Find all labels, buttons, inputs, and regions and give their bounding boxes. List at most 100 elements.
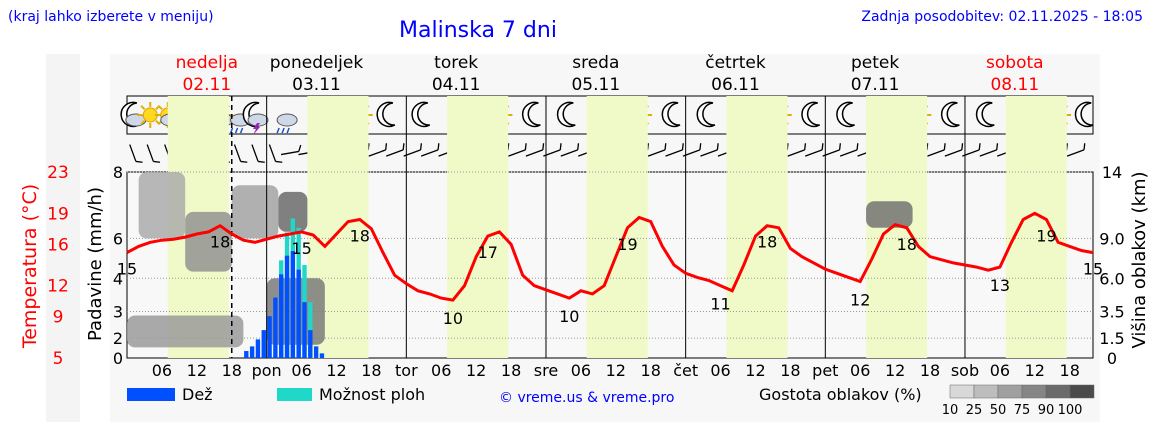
wind-shaft: [979, 149, 997, 157]
rain-legend-label: Dež: [182, 385, 213, 404]
day-date: 05.11: [571, 75, 620, 95]
wind-barb: [1066, 143, 1086, 157]
wind-shaft: [386, 149, 404, 157]
moon-shape: [1074, 101, 1094, 128]
day-date: 02.11: [182, 75, 231, 95]
temperature-label: 18: [210, 233, 230, 252]
x-tick: pet: [812, 361, 838, 380]
moon-shape: [556, 101, 576, 128]
x-tick: tor: [395, 361, 418, 380]
day-date: 08.11: [990, 75, 1039, 95]
moon-icon: [801, 101, 821, 128]
wind-barb: [665, 143, 684, 157]
wind-shaft: [233, 144, 242, 162]
rain-bar: [313, 346, 319, 358]
cloud-layer: [278, 191, 308, 232]
x-tick: 18: [361, 361, 381, 380]
x-tick: 18: [501, 361, 521, 380]
temperature-axis-label: Temperatura (°C): [19, 184, 41, 349]
day-name: petek: [851, 53, 899, 73]
moon-icon: [940, 101, 960, 128]
wind-barb: [280, 144, 302, 156]
day-date: 07.11: [851, 75, 900, 95]
region-note[interactable]: (kraj lahko izberete v meniju): [8, 9, 214, 25]
temperature-axis: 5 9 12 16 19 23: [47, 163, 69, 369]
wind-shaft: [944, 149, 963, 157]
temperature-label: 17: [478, 243, 498, 262]
wind-shaft: [525, 149, 544, 157]
temperature-label: 18: [757, 233, 777, 252]
rain-bar: [249, 346, 255, 358]
x-tick: 18: [222, 361, 242, 380]
moon-icon: [411, 101, 431, 128]
wind-feather: [153, 160, 161, 163]
x-tick: 18: [641, 361, 661, 380]
temperature-label: 15: [1083, 260, 1103, 279]
cloud-height-tick: 3.5: [1099, 303, 1124, 322]
wind-shaft: [839, 149, 858, 157]
wind-feather: [402, 143, 405, 150]
wind-feather: [577, 143, 580, 150]
wind-feather: [437, 143, 440, 150]
wind-feather: [716, 143, 719, 150]
x-tick: 12: [466, 361, 486, 380]
wind-shaft: [1066, 149, 1085, 157]
rain-drop: [229, 127, 234, 134]
rain-bar: [296, 269, 301, 358]
storm-legend-label: Možnost ploh: [319, 385, 425, 404]
cloud-drizzle-icon: [276, 113, 298, 134]
precipitation-tick: 3: [113, 303, 123, 322]
temperature-tick: 9: [53, 308, 64, 328]
wind-feather: [258, 160, 265, 163]
day-date: 04.11: [432, 75, 481, 95]
lightning: [253, 123, 261, 135]
density-swatch: [1021, 384, 1047, 399]
daylight-band: [447, 96, 509, 358]
x-tick: 06: [990, 361, 1010, 380]
day-name: četrtek: [705, 53, 766, 73]
cloud-height-tick: 0: [1107, 349, 1117, 368]
moon-storm-icon: [242, 101, 269, 135]
temperature-tick: 19: [47, 204, 69, 224]
wind-barb: [146, 144, 161, 163]
wind-shaft: [665, 149, 683, 157]
wind-shaft: [647, 149, 666, 157]
wind-feather: [699, 143, 702, 150]
wind-barb: [129, 144, 143, 163]
wind-shaft: [927, 149, 945, 157]
precipitation-tick: 6: [113, 229, 123, 248]
wind-barb: [944, 143, 964, 157]
moon-cloud-icon: [120, 101, 147, 128]
day-name: ponedeljek: [270, 53, 364, 73]
moon-shape: [975, 101, 995, 128]
density-swatch: [973, 384, 999, 399]
day-name: sreda: [572, 53, 619, 73]
wind-feather: [961, 143, 964, 150]
moon-shape: [521, 101, 541, 128]
wind-barb: [700, 143, 719, 157]
temperature-tick: 5: [53, 349, 64, 369]
sun-icon: [137, 102, 164, 128]
moon-icon: [1074, 101, 1094, 128]
moon-shape: [836, 101, 855, 128]
wind-shaft: [508, 149, 526, 157]
precipitation-tick: 0: [113, 349, 123, 368]
density-label: 100: [1058, 403, 1083, 418]
cloud-height-tick: 1.5: [1099, 329, 1124, 348]
x-tick: 12: [326, 361, 346, 380]
x-tick: 12: [606, 361, 626, 380]
sun-ray: [140, 105, 146, 111]
rain-swatch: [127, 388, 175, 401]
cloud-shape: [247, 113, 269, 127]
temperature-label: 12: [850, 291, 870, 310]
wind-barb: [647, 143, 667, 157]
wind-feather: [838, 143, 842, 150]
density-label: 75: [1014, 403, 1031, 418]
rain-bar: [261, 330, 266, 358]
copyright-link[interactable]: © vreme.us & vreme.pro: [499, 390, 674, 406]
last-updated: Zadnja posodobitev: 02.11.2025 - 18:05: [861, 9, 1143, 25]
chart-title: Malinska 7 dni: [399, 18, 557, 43]
wind-shaft: [268, 144, 277, 162]
